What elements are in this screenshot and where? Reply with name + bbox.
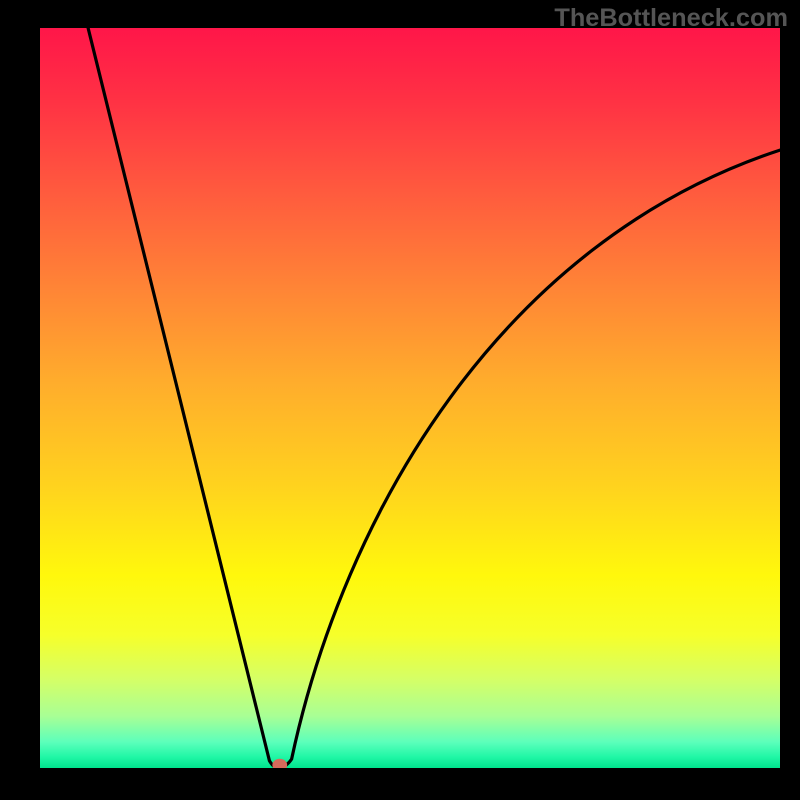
plot-svg (40, 28, 780, 768)
plot-area (40, 28, 780, 768)
gradient-rect (40, 28, 780, 768)
chart-frame: TheBottleneck.com (0, 0, 800, 800)
